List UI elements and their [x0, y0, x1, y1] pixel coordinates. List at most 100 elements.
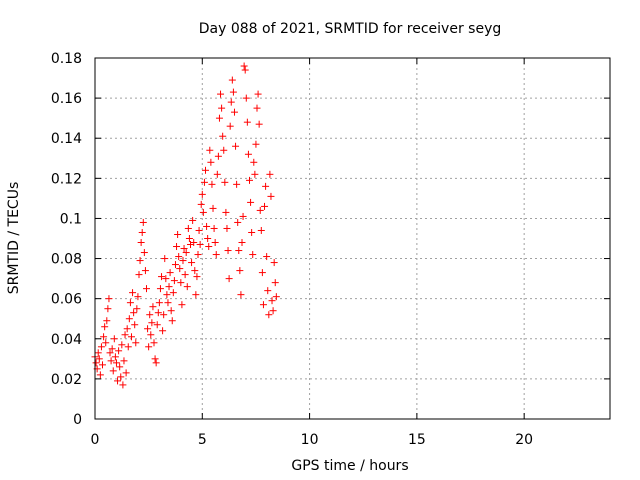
data-point: [194, 251, 202, 259]
y-tick-label: 0.14: [51, 131, 82, 147]
data-point: [212, 251, 220, 259]
x-tick-label: 10: [301, 432, 319, 448]
data-point: [264, 287, 272, 295]
data-point: [129, 289, 137, 297]
data-point: [234, 218, 242, 226]
data-point: [267, 192, 275, 200]
data-point: [244, 150, 252, 158]
data-point: [162, 275, 170, 283]
data-point: [122, 369, 130, 377]
data-point: [248, 228, 256, 236]
data-point: [266, 170, 274, 178]
data-point: [169, 289, 177, 297]
data-point: [103, 317, 111, 325]
data-point: [250, 158, 258, 166]
data-point: [246, 176, 253, 184]
data-point: [219, 132, 227, 140]
data-point: [116, 363, 124, 371]
data-point: [115, 347, 123, 355]
data-point: [104, 305, 112, 313]
data-point: [96, 371, 104, 379]
data-point: [160, 311, 168, 319]
data-point: [225, 275, 233, 283]
plot-frame: [94, 57, 611, 420]
y-tick-label: 0.18: [51, 51, 82, 67]
data-point: [170, 277, 178, 285]
y-axis-label: SRMTID / TECUs: [6, 182, 22, 295]
data-point: [126, 299, 134, 307]
data-point: [110, 335, 118, 343]
data-point: [143, 285, 150, 293]
x-axis-label: GPS time / hours: [291, 458, 408, 474]
data-point: [263, 253, 271, 261]
data-point: [211, 239, 219, 247]
data-point: [198, 190, 206, 198]
data-point: [99, 361, 107, 369]
data-point: [196, 241, 204, 249]
data-point: [101, 323, 109, 331]
y-tick-label: 0.06: [51, 292, 82, 308]
data-point: [123, 325, 131, 333]
data-point: [106, 349, 114, 357]
data-point: [259, 301, 267, 309]
data-point: [112, 359, 120, 367]
data-point: [111, 353, 119, 361]
data-point: [255, 120, 263, 128]
data-point: [199, 208, 207, 216]
data-point: [108, 345, 116, 353]
data-point: [117, 373, 125, 381]
data-point: [109, 367, 117, 375]
data-point: [100, 333, 108, 341]
data-point: [271, 279, 279, 287]
x-tick-label: 20: [515, 432, 533, 448]
data-point: [131, 321, 139, 329]
data-point: [220, 146, 228, 154]
data-point: [174, 230, 182, 238]
data-point: [241, 66, 249, 74]
data-point: [176, 265, 184, 273]
data-points: [91, 62, 280, 389]
data-point: [189, 216, 197, 224]
data-point: [210, 224, 218, 232]
data-point: [135, 271, 143, 279]
data-point: [107, 357, 115, 365]
data-point: [272, 293, 280, 301]
tick-labels: 0 5 10 15 20 0 0.02 0.04 0.06 0.08 0.1 0.12 0.14 0.16…: [51, 51, 533, 448]
data-point: [178, 301, 186, 309]
data-point: [188, 259, 196, 267]
data-point: [149, 303, 157, 311]
grid-lines: [95, 58, 610, 419]
data-point: [161, 255, 169, 263]
data-point: [202, 166, 210, 174]
data-point: [114, 377, 122, 385]
data-point: [227, 98, 235, 106]
data-point: [119, 381, 127, 389]
data-point: [215, 114, 223, 122]
y-tick-label: 0.1: [60, 211, 82, 227]
data-point: [249, 251, 257, 259]
data-point: [265, 311, 273, 319]
data-point: [206, 146, 214, 154]
y-tick-label: 0.16: [51, 91, 82, 107]
data-point: [138, 228, 146, 236]
y-tick-label: 0: [73, 412, 82, 428]
data-point: [222, 208, 230, 216]
data-point: [154, 309, 162, 317]
data-point: [151, 355, 159, 363]
data-point: [145, 343, 153, 351]
data-point: [200, 178, 208, 186]
data-point: [156, 285, 164, 293]
data-point: [153, 321, 161, 329]
data-point: [242, 94, 250, 102]
y-tick-label: 0.08: [51, 252, 82, 268]
data-point: [230, 108, 238, 116]
data-point: [155, 299, 163, 307]
data-point: [92, 359, 100, 367]
data-point: [240, 62, 248, 70]
data-point: [97, 343, 105, 351]
data-point: [208, 180, 216, 188]
data-point: [127, 333, 135, 341]
y-tick-label: 0.04: [51, 332, 82, 348]
data-point: [141, 267, 149, 275]
